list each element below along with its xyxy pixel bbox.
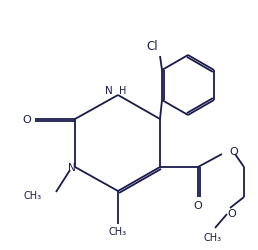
Text: N: N [68,162,76,172]
Text: Cl: Cl [146,39,158,52]
Text: O: O [227,208,236,218]
Text: O: O [194,200,202,210]
Text: CH₃: CH₃ [204,232,222,242]
Text: H: H [119,86,126,96]
Text: N: N [105,86,113,96]
Text: CH₃: CH₃ [109,226,127,236]
Text: O: O [23,114,31,124]
Text: CH₃: CH₃ [24,190,42,200]
Text: O: O [229,146,238,156]
